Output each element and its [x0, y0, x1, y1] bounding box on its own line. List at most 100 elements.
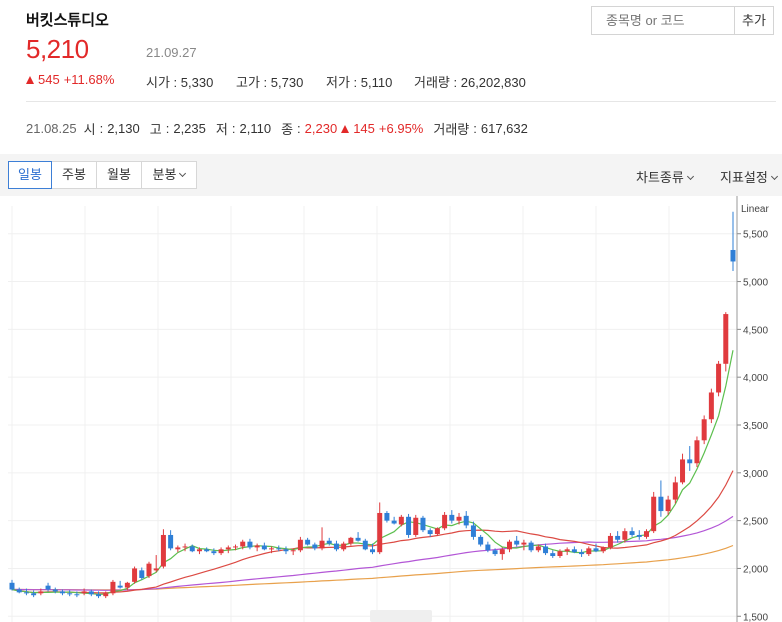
prev-close-label: 종 [281, 122, 294, 137]
candle-up [254, 545, 260, 548]
candle-down [658, 496, 664, 512]
candle-down [189, 546, 195, 552]
candle-up [680, 459, 686, 483]
candle-up [521, 542, 527, 545]
candlestick-chart[interactable]: 1,500 2,000 2,500 3,000 3,500 4,000 4,500 5,000… [0, 196, 782, 622]
candle-up [564, 549, 570, 552]
tab-label: 주봉 [62, 167, 86, 182]
candle-down [470, 525, 476, 537]
candle-down [463, 515, 469, 526]
candle-up [442, 514, 448, 529]
candle-up [341, 543, 347, 550]
candle-down [23, 592, 29, 594]
candle-up [723, 314, 729, 364]
candle-up [708, 392, 714, 420]
candle-up [290, 550, 296, 552]
candle-up [297, 539, 303, 551]
chart-type-menu[interactable]: 차트종류 [636, 167, 694, 186]
y-tick-label: 1,500 [743, 612, 768, 622]
candle-down [45, 585, 51, 590]
candle-down [514, 540, 520, 545]
candle-up [348, 537, 354, 544]
candle-down [492, 550, 498, 555]
candle-down [636, 534, 642, 537]
stat-value: 5,110 [360, 75, 393, 90]
change-value: 545 [38, 72, 60, 87]
candle-up [456, 516, 462, 521]
candle-down [59, 591, 65, 594]
indicator-menu[interactable]: 지표설정 [720, 167, 778, 186]
search-input[interactable] [591, 6, 735, 35]
price-change: 545 +11.68% [26, 72, 114, 87]
prev-low-label: 저 [215, 122, 228, 137]
candle-down [283, 549, 289, 552]
add-button[interactable]: 추가 [734, 6, 774, 35]
candle-down [571, 549, 577, 553]
candle-down [485, 544, 491, 551]
candle-down [543, 546, 549, 554]
candle-down [593, 548, 599, 552]
candle-up [398, 516, 404, 525]
candle-down [96, 594, 102, 597]
tab-minute[interactable]: 분봉 [141, 161, 197, 189]
stat-label: 저가 [326, 75, 350, 90]
stock-name: 버킷스튜디오 [26, 12, 109, 29]
candle-down [362, 540, 368, 550]
stat-value: 26,202,830 [460, 75, 526, 90]
tab-daily[interactable]: 일봉 [8, 161, 52, 189]
stat-value: 5,330 [180, 75, 214, 90]
candle-up [132, 568, 138, 582]
candle-down [730, 249, 736, 262]
up-triangle-icon [26, 75, 34, 84]
candle-up [413, 517, 419, 535]
candle-down [420, 517, 426, 531]
candle-up [124, 582, 130, 588]
tab-weekly[interactable]: 주봉 [51, 161, 97, 189]
candle-down [384, 512, 390, 521]
candle-down [326, 540, 332, 544]
candle-down [312, 544, 318, 549]
y-tick-label: 5,500 [743, 230, 768, 241]
candle-down [276, 548, 282, 550]
candle-down [52, 589, 58, 592]
previous-day-summary: 21.08.25 시:2,130 고:2,235 저:2,110 종:2,230… [26, 121, 528, 137]
candle-down [211, 551, 217, 554]
stat-high: 고가 : 5,730 [236, 75, 304, 90]
candle-down [449, 514, 455, 521]
candle-up [701, 419, 707, 441]
candle-up [103, 593, 109, 597]
candle-up [233, 546, 239, 548]
tab-label: 분봉 [152, 167, 177, 182]
candle-down [261, 545, 267, 550]
candle-up [672, 482, 678, 500]
candle-down [550, 553, 556, 557]
candle-down [16, 589, 22, 593]
candle-up [434, 528, 440, 535]
candle-down [629, 531, 635, 535]
candle-down [117, 585, 123, 588]
candle-up [319, 540, 325, 549]
y-tick-label: 2,500 [743, 517, 768, 528]
chart-type-label: 차트종류 [636, 170, 684, 185]
candle-up [81, 591, 87, 594]
tab-monthly[interactable]: 월봉 [96, 161, 142, 189]
candle-down [67, 593, 73, 595]
candle-up [240, 541, 246, 547]
candle-down [391, 520, 397, 524]
prev-open-label: 시 [83, 122, 96, 137]
y-tick-label: 4,500 [743, 325, 768, 336]
candle-up [716, 363, 722, 393]
chart-scroll-handle[interactable] [370, 610, 432, 622]
candle-up [225, 547, 231, 550]
divider [26, 101, 776, 102]
stat-value: 5,730 [270, 75, 304, 90]
candle-up [153, 568, 159, 571]
candle-up [146, 563, 152, 577]
candle-down [305, 539, 311, 545]
candle-down [687, 459, 693, 464]
candle-up [182, 546, 188, 548]
chevron-down-icon [179, 169, 187, 178]
prev-change-pct: +6.95% [378, 121, 424, 136]
candle-down [31, 593, 37, 596]
candle-up [651, 496, 657, 532]
